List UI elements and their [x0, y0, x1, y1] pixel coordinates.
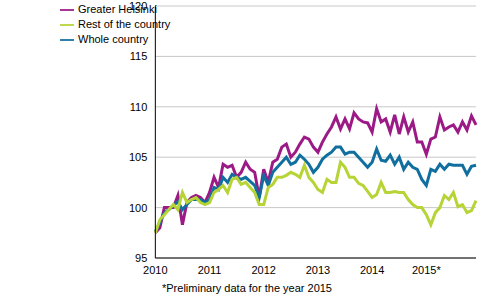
svg-text:115: 115	[130, 50, 148, 62]
svg-text:2012: 2012	[251, 264, 275, 276]
svg-text:2014: 2014	[360, 264, 384, 276]
svg-text:2011: 2011	[198, 264, 222, 276]
svg-text:2015*: 2015*	[412, 264, 441, 276]
svg-text:110: 110	[130, 101, 148, 113]
svg-text:100: 100	[129, 202, 147, 214]
svg-text:95: 95	[135, 252, 147, 264]
svg-text:120: 120	[129, 0, 147, 12]
svg-text:2013: 2013	[306, 264, 330, 276]
svg-text:105: 105	[129, 151, 147, 163]
svg-text:2010: 2010	[143, 264, 167, 276]
